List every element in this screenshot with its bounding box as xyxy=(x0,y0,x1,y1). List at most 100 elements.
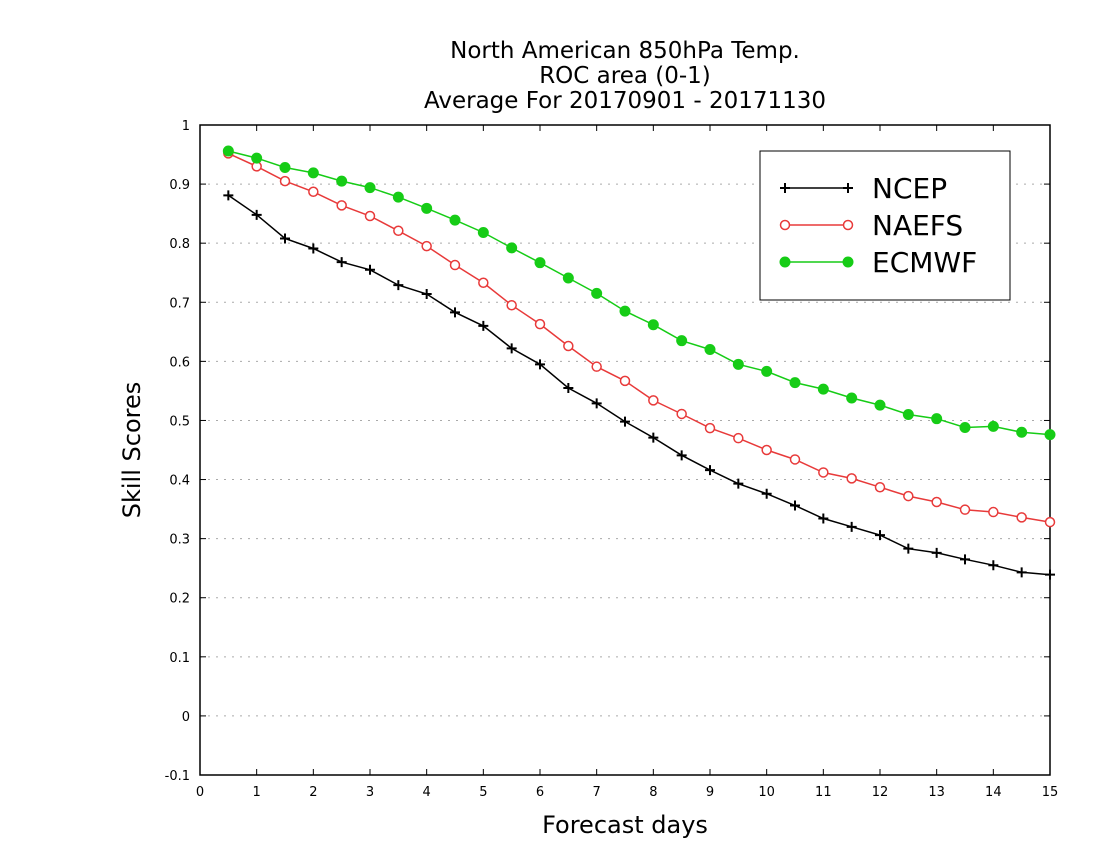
data-point-ncep xyxy=(1045,569,1055,580)
x-tick-label: 5 xyxy=(479,785,487,800)
data-point-naefs xyxy=(1044,516,1056,528)
data-point-ecmwf xyxy=(591,287,603,299)
data-point-naefs xyxy=(988,506,999,518)
data-point-ncep xyxy=(450,307,460,318)
data-point-ecmwf xyxy=(506,242,518,254)
legend-marker xyxy=(843,183,853,193)
x-tick-label: 0 xyxy=(196,785,204,800)
data-point-ecmwf xyxy=(902,409,914,421)
y-tick-label: 0.6 xyxy=(169,355,190,370)
legend-box xyxy=(759,150,1011,301)
data-point-ecmwf xyxy=(222,145,234,157)
data-point-ecmwf xyxy=(647,319,659,331)
data-point-ncep xyxy=(308,243,319,254)
y-tick-label: 0.4 xyxy=(169,474,190,489)
data-point-naefs xyxy=(421,240,432,252)
data-point-ncep xyxy=(761,488,772,499)
data-point-ecmwf xyxy=(676,335,688,347)
data-point-naefs xyxy=(761,444,772,456)
data-point-ecmwf xyxy=(1044,429,1056,441)
legend-label-naefs: NAEFS xyxy=(872,209,963,242)
data-point-naefs xyxy=(676,408,687,420)
data-point-naefs xyxy=(506,299,517,311)
x-tick-label: 6 xyxy=(536,785,544,800)
y-axis: -0.1 0 0.1 0.2 0.3 0.4 0.5 0.6 0.7 0.8 0.9 1 xyxy=(165,119,1050,784)
x-tick-label: 9 xyxy=(706,785,714,800)
data-point-ecmwf xyxy=(251,152,263,164)
data-point-ecmwf xyxy=(817,383,829,395)
y-axis-label: Skill Scores xyxy=(118,382,146,519)
x-tick-label: 1 xyxy=(253,785,261,800)
x-tick-label: 7 xyxy=(593,785,601,800)
x-tick-label: 15 xyxy=(1042,785,1059,800)
y-tick-label: 0.8 xyxy=(169,237,190,252)
legend-marker xyxy=(779,219,791,231)
data-point-ecmwf xyxy=(562,272,574,284)
y-tick-label: 0.5 xyxy=(169,414,190,429)
data-point-ecmwf xyxy=(449,214,461,226)
data-point-ecmwf xyxy=(732,358,744,370)
data-point-naefs xyxy=(619,375,631,387)
data-point-ncep xyxy=(1016,567,1027,578)
series-naefs xyxy=(223,148,1056,528)
data-point-ncep xyxy=(676,450,687,461)
legend-marker xyxy=(779,256,791,268)
y-tick-label: 0.2 xyxy=(169,592,190,607)
chart-title-line-3: Average For 20170901 - 20171130 xyxy=(424,88,826,114)
data-point-ecmwf xyxy=(619,305,631,317)
legend-label-ecmwf: ECMWF xyxy=(872,246,977,279)
data-point-naefs xyxy=(364,210,376,222)
chart-title: North American 850hPa Temp.ROC area (0-1… xyxy=(424,38,826,114)
data-point-ecmwf xyxy=(761,365,773,377)
legend-marker xyxy=(842,256,854,268)
data-point-ecmwf xyxy=(279,162,291,174)
data-point-naefs xyxy=(1016,512,1027,523)
x-axis-label: Forecast days xyxy=(542,811,708,839)
x-tick-label: 14 xyxy=(985,785,1002,800)
data-point-ecmwf xyxy=(336,175,348,187)
x-tick-label: 12 xyxy=(872,785,889,800)
series-ncep xyxy=(223,190,1055,580)
data-point-naefs xyxy=(733,432,744,444)
data-point-ncep xyxy=(421,289,432,299)
data-point-naefs xyxy=(534,318,546,330)
data-point-ncep xyxy=(251,209,262,220)
legend-item-ncep: NCEP xyxy=(780,172,947,205)
x-tick-label: 2 xyxy=(309,785,317,800)
data-point-ncep xyxy=(478,320,489,331)
data-point-ncep xyxy=(648,432,659,443)
data-point-ecmwf xyxy=(392,191,404,203)
data-point-naefs xyxy=(279,175,291,187)
data-point-ecmwf xyxy=(477,227,489,239)
x-tick-label: 8 xyxy=(649,785,657,800)
x-tick-label: 4 xyxy=(423,785,431,800)
data-point-naefs xyxy=(393,225,404,237)
data-point-ecmwf xyxy=(959,422,971,434)
y-tick-label: -0.1 xyxy=(165,769,190,784)
y-tick-label: 0.1 xyxy=(169,651,190,666)
data-point-naefs xyxy=(846,473,857,484)
data-point-naefs xyxy=(704,422,716,434)
data-point-ncep xyxy=(790,500,800,511)
data-point-naefs xyxy=(874,481,886,493)
data-point-ncep xyxy=(875,530,885,541)
legend-marker xyxy=(780,183,790,193)
data-point-ecmwf xyxy=(1016,426,1028,438)
legend: NCEP NAEFS ECMWF xyxy=(759,150,1011,301)
data-point-ncep xyxy=(846,521,857,532)
data-point-naefs xyxy=(591,361,602,372)
data-point-ecmwf xyxy=(307,167,319,179)
data-point-ecmwf xyxy=(846,392,858,404)
data-point-naefs xyxy=(818,467,829,478)
plot-frame xyxy=(199,124,1051,776)
data-point-ecmwf xyxy=(931,413,943,425)
data-point-ncep xyxy=(280,233,290,244)
y-tick-label: 0.7 xyxy=(169,296,190,311)
data-point-ecmwf xyxy=(704,344,716,356)
data-point-naefs xyxy=(336,200,347,211)
data-point-ncep xyxy=(365,264,375,275)
legend-marker xyxy=(842,219,854,231)
data-point-naefs xyxy=(648,395,659,406)
data-point-ncep xyxy=(393,280,404,291)
